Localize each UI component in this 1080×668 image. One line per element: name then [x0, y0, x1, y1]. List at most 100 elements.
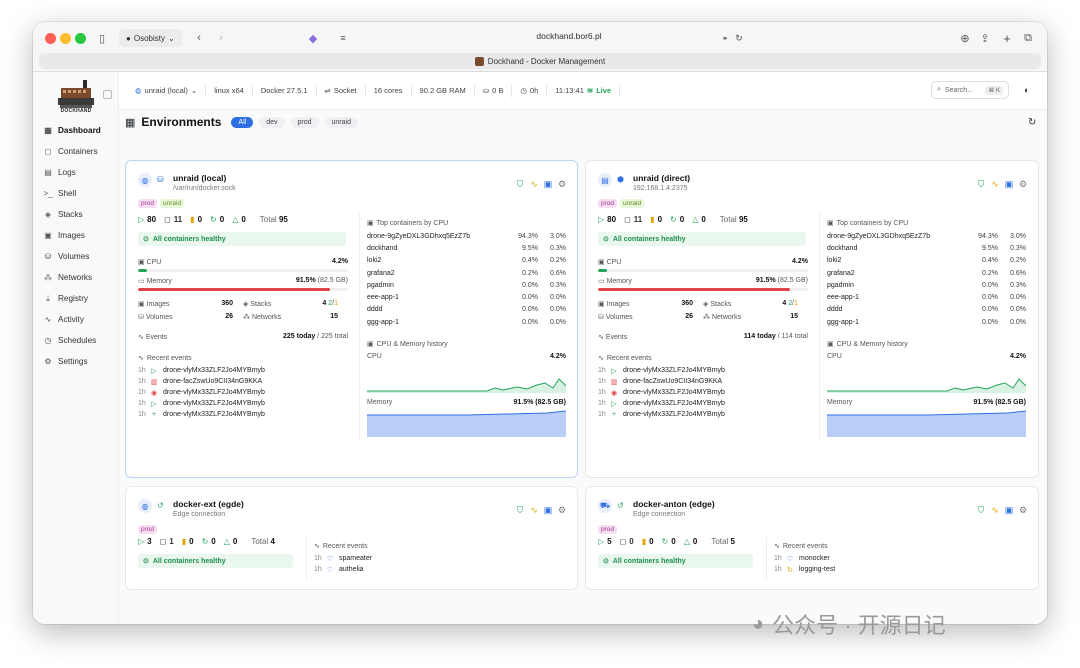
- gear-icon[interactable]: ⚙: [1018, 178, 1028, 189]
- browser-tab[interactable]: Dockhand - Docker Management: [39, 53, 1041, 69]
- table-row[interactable]: grafana2 0.2% 0.6%: [827, 267, 1026, 279]
- activity-icon: ∿: [598, 334, 604, 341]
- table-row[interactable]: dockhand 9.5% 0.3%: [367, 242, 566, 254]
- chip-icon[interactable]: ▣: [1004, 504, 1014, 515]
- table-row[interactable]: dddd 0.0% 0.0%: [367, 304, 566, 316]
- list-item[interactable]: 1h ▷ drone-vlyMx33ZLF2Jo4MYBmyb: [138, 398, 265, 409]
- table-row[interactable]: grafana2 0.2% 0.6%: [367, 267, 566, 279]
- list-item[interactable]: 1h ▥ drone-facZswUo9CII34nG9KKA: [598, 376, 725, 387]
- table-row[interactable]: pgadmin 0.0% 0.3%: [367, 279, 566, 291]
- sidebar-item-label: Registry: [58, 294, 89, 303]
- list-item[interactable]: 1h ◉ drone-vlyMx33ZLF2Jo4MYBmyb: [138, 387, 265, 398]
- environment-card-docker-anton[interactable]: ⛟ ↺ docker-anton (edge) Edge connection …: [585, 486, 1039, 590]
- sidebar-item-images[interactable]: ▣ Images: [41, 225, 117, 246]
- refresh-icon[interactable]: ↻: [1028, 117, 1037, 128]
- table-row[interactable]: eee-app-1 0.0% 0.0%: [827, 291, 1026, 303]
- table-row[interactable]: eee-app-1 0.0% 0.0%: [367, 291, 566, 303]
- table-row[interactable]: ggg-app-1 0.0% 0.0%: [827, 316, 1026, 328]
- cpu-history-area: [827, 379, 1026, 393]
- filter-dev[interactable]: dev: [259, 116, 285, 128]
- chip-icon[interactable]: ▣: [543, 504, 553, 515]
- list-item[interactable]: 1h ♡ monocker: [774, 553, 835, 564]
- list-item[interactable]: 1h ♡ spameater: [314, 553, 372, 564]
- list-item[interactable]: 1h ▥ drone-facZswUo9CII34nG9KKA: [138, 376, 265, 387]
- stopped-value: 11: [173, 215, 183, 224]
- gear-icon[interactable]: ⚙: [557, 178, 567, 189]
- container-cpu: 0.0%: [982, 281, 998, 289]
- os-info: linux x64: [206, 84, 253, 97]
- list-item[interactable]: 1h ▷ drone-vlyMx33ZLF2Jo4MYBmyb: [598, 398, 725, 409]
- sidebar-item-registry[interactable]: ⤓ Registry: [41, 288, 117, 309]
- filter-all[interactable]: All: [231, 116, 254, 128]
- search-box[interactable]: ⌕ Search... ⌘ K: [931, 81, 1009, 99]
- table-row[interactable]: drone-9gZyeDXL3GDhxq5EzZ7b 94.3% 3.0%: [827, 230, 1026, 242]
- shield-icon[interactable]: ⛉: [516, 504, 524, 515]
- minimize-window-button[interactable]: [60, 33, 71, 44]
- filter-unraid[interactable]: unraid: [324, 116, 358, 128]
- table-row[interactable]: dockhand 9.5% 0.3%: [827, 242, 1026, 254]
- sidebar-item-schedules[interactable]: ◷ Schedules: [41, 330, 117, 351]
- tab-overview-icon[interactable]: ⧉: [1024, 31, 1032, 44]
- list-item[interactable]: 1h + drone-vlyMx33ZLF2Jo4MYBmyb: [598, 409, 725, 420]
- translate-icon[interactable]: ⚭: [721, 33, 729, 43]
- restarting-value: 0: [679, 215, 685, 224]
- shield-icon[interactable]: ⛉: [977, 178, 985, 189]
- table-row[interactable]: drone-9gZyeDXL3GDhxq5EzZ7b 94.3% 3.0%: [367, 230, 566, 242]
- gear-icon[interactable]: ⚙: [557, 504, 567, 515]
- sidebar-item-logs[interactable]: ▤ Logs: [41, 162, 117, 183]
- sidebar-item-stacks[interactable]: ◈ Stacks: [41, 204, 117, 225]
- share-icon[interactable]: ⇪: [980, 32, 990, 45]
- activity-icon[interactable]: ∿: [991, 178, 999, 189]
- new-tab-icon[interactable]: +: [1003, 30, 1011, 46]
- environment-card-unraid-direct[interactable]: ▤ ⬢ unraid (direct) 192.168.1.4:2375 pro…: [585, 160, 1039, 478]
- list-item[interactable]: 1h + drone-vlyMx33ZLF2Jo4MYBmyb: [138, 409, 265, 420]
- sidebar-item-shell[interactable]: >_ Shell: [41, 183, 117, 204]
- environment-card-docker-ext[interactable]: ◍ ↺ docker-ext (egde) Edge connection pr…: [125, 486, 578, 590]
- sidebar-item-containers[interactable]: ◻ Containers: [41, 141, 117, 162]
- networks-label: Networks: [251, 313, 282, 321]
- list-item[interactable]: 1h ♡ authelia: [314, 564, 372, 575]
- address-bar[interactable]: dockhand.bor6.pl: [536, 31, 602, 41]
- chip-icon[interactable]: ▣: [1004, 178, 1014, 189]
- table-row[interactable]: dddd 0.0% 0.0%: [827, 304, 1026, 316]
- list-item[interactable]: 1h ◉ drone-vlyMx33ZLF2Jo4MYBmyb: [598, 387, 725, 398]
- gear-icon[interactable]: ⚙: [1018, 504, 1028, 515]
- shield-icon[interactable]: ⛉: [516, 178, 524, 189]
- extension-icon[interactable]: ◆: [308, 32, 318, 45]
- paused-value: 0: [197, 215, 203, 224]
- reader-icon[interactable]: ≡: [340, 33, 346, 43]
- health-banner: ⊙ All containers healthy: [598, 554, 753, 568]
- sidebar-toggle-icon[interactable]: ▯: [98, 32, 106, 45]
- sidebar-item-volumes[interactable]: ⛁ Volumes: [41, 246, 117, 267]
- activity-icon[interactable]: ∿: [991, 504, 999, 515]
- sidebar-item-settings[interactable]: ⚙ Settings: [41, 351, 117, 372]
- sidebar-item-networks[interactable]: ⁂ Networks: [41, 267, 117, 288]
- moon-icon[interactable]: ◐: [1024, 85, 1030, 95]
- table-row[interactable]: ggg-app-1 0.0% 0.0%: [367, 316, 566, 328]
- zoom-window-button[interactable]: [75, 33, 86, 44]
- table-row[interactable]: loki2 0.4% 0.2%: [827, 255, 1026, 267]
- chip-icon[interactable]: ▣: [543, 178, 553, 189]
- list-item[interactable]: 1h ▷ drone-vlyMx33ZLF2Jo4MYBmyb: [138, 365, 265, 376]
- environment-card-unraid-local[interactable]: ◍ ⛁ unraid (local) /var/run/docker.sock …: [125, 160, 578, 478]
- shield-icon[interactable]: ⛉: [977, 504, 985, 515]
- list-item[interactable]: 1h ↻ logging-test: [774, 564, 835, 575]
- activity-icon[interactable]: ∿: [530, 504, 538, 515]
- close-window-button[interactable]: [45, 33, 56, 44]
- downloads-icon[interactable]: ⊕: [960, 32, 970, 45]
- reload-icon[interactable]: ↻: [735, 32, 743, 43]
- sidebar-item-dashboard[interactable]: ▦ Dashboard: [41, 120, 117, 141]
- health-text: All containers healthy: [612, 557, 686, 565]
- collapse-sidebar-button[interactable]: [103, 90, 112, 99]
- list-item[interactable]: 1h ▷ drone-vlyMx33ZLF2Jo4MYBmyb: [598, 365, 725, 376]
- profile-selector[interactable]: ● Osobisty ⌄: [119, 29, 182, 47]
- back-icon[interactable]: ‹: [197, 32, 201, 44]
- table-row[interactable]: loki2 0.4% 0.2%: [367, 255, 566, 267]
- sidebar-item-activity[interactable]: ∿ Activity: [41, 309, 117, 330]
- forward-icon[interactable]: ›: [219, 32, 223, 44]
- environment-selector[interactable]: ◍ unraid (local) ⌄: [127, 84, 207, 97]
- filter-prod[interactable]: prod: [290, 116, 319, 128]
- environment-name: unraid (direct): [633, 173, 691, 183]
- activity-icon[interactable]: ∿: [530, 178, 538, 189]
- table-row[interactable]: pgadmin 0.0% 0.3%: [827, 279, 1026, 291]
